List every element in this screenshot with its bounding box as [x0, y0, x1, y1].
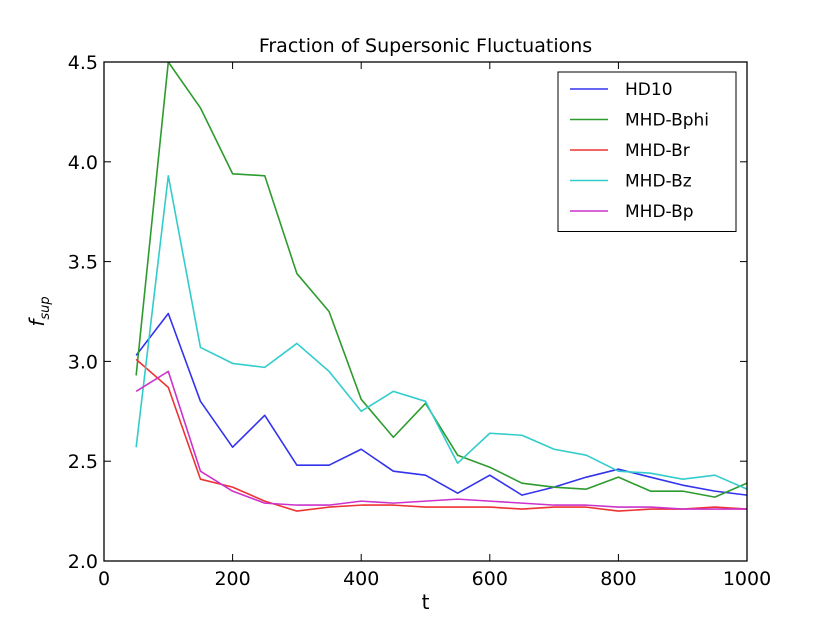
x-tick-label: 0 [98, 568, 110, 590]
legend-box [557, 71, 737, 232]
x-tick-label: 600 [472, 568, 508, 590]
legend-label: MHD-Bz [625, 172, 692, 192]
x-axis-ticks: 0 200 400 600 800 1000 [98, 62, 771, 590]
series-line-mhd-br [135, 358, 747, 512]
y-tick-label: 3.0 [68, 351, 98, 373]
chart-title: Fraction of Supersonic Fluctuations [259, 35, 592, 57]
y-axis-label-subscript: sup [38, 296, 53, 319]
y-tick-label: 2.5 [68, 451, 98, 473]
y-tick-label: 4.5 [68, 52, 98, 74]
y-tick-label: 2.0 [68, 551, 98, 573]
legend: HD10 MHD-Bphi MHD-Br MHD-Bz MHD-Bp [557, 71, 737, 232]
legend-label: MHD-Bphi [625, 111, 709, 131]
y-tick-label: 4.0 [68, 152, 98, 174]
series-layer [135, 62, 747, 512]
series-line-hd10 [135, 312, 747, 496]
legend-label: HD10 [625, 80, 673, 100]
plot-frame [103, 61, 748, 562]
x-axis-label: t [422, 590, 430, 614]
y-axis-label: fsup [25, 296, 53, 326]
series-line-mhd-bp [135, 370, 747, 510]
x-tick-label: 400 [343, 568, 379, 590]
legend-label: MHD-Bp [625, 202, 694, 222]
y-axis-ticks: 2.0 2.5 3.0 3.5 4.0 4.5 [68, 52, 747, 573]
x-tick-label: 200 [214, 568, 250, 590]
legend-label: MHD-Br [625, 141, 690, 161]
x-tick-label: 1000 [723, 568, 771, 590]
series-line-mhd-bz [135, 174, 747, 490]
y-axis-label-base: f [25, 317, 49, 327]
y-tick-label: 3.5 [68, 252, 98, 274]
x-tick-label: 800 [600, 568, 636, 590]
series-line-mhd-bphi [135, 62, 747, 498]
